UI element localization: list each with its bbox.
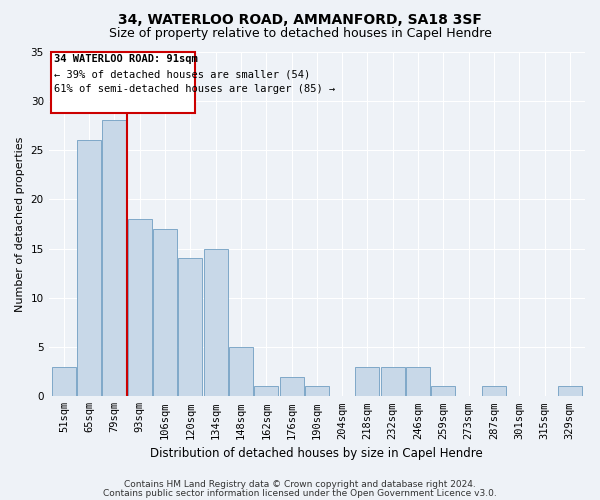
Bar	[406, 367, 430, 396]
Bar	[128, 219, 152, 396]
Bar	[103, 120, 127, 396]
Bar	[305, 386, 329, 396]
Bar	[254, 386, 278, 396]
Text: ← 39% of detached houses are smaller (54): ← 39% of detached houses are smaller (54…	[54, 69, 310, 79]
Text: 61% of semi-detached houses are larger (85) →: 61% of semi-detached houses are larger (…	[54, 84, 335, 94]
Bar	[178, 258, 202, 396]
X-axis label: Distribution of detached houses by size in Capel Hendre: Distribution of detached houses by size …	[151, 447, 483, 460]
Bar	[153, 229, 177, 396]
Text: 34 WATERLOO ROAD: 91sqm: 34 WATERLOO ROAD: 91sqm	[54, 54, 197, 64]
Bar	[381, 367, 405, 396]
Bar	[77, 140, 101, 396]
FancyBboxPatch shape	[50, 52, 195, 112]
Bar	[558, 386, 582, 396]
Bar	[482, 386, 506, 396]
Y-axis label: Number of detached properties: Number of detached properties	[15, 136, 25, 312]
Text: 34, WATERLOO ROAD, AMMANFORD, SA18 3SF: 34, WATERLOO ROAD, AMMANFORD, SA18 3SF	[118, 12, 482, 26]
Bar	[280, 376, 304, 396]
Bar	[229, 347, 253, 397]
Bar	[431, 386, 455, 396]
Bar	[52, 367, 76, 396]
Bar	[355, 367, 379, 396]
Text: Contains public sector information licensed under the Open Government Licence v3: Contains public sector information licen…	[103, 489, 497, 498]
Text: Size of property relative to detached houses in Capel Hendre: Size of property relative to detached ho…	[109, 28, 491, 40]
Bar	[203, 248, 227, 396]
Text: Contains HM Land Registry data © Crown copyright and database right 2024.: Contains HM Land Registry data © Crown c…	[124, 480, 476, 489]
